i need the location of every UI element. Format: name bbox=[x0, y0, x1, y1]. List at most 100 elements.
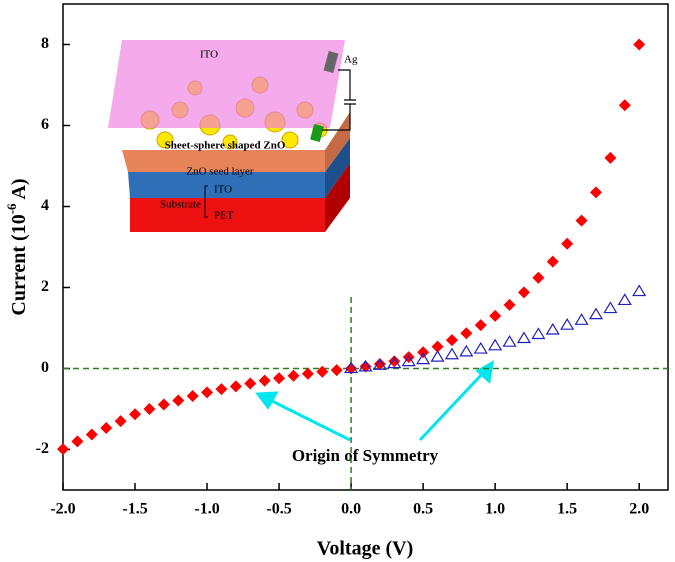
y-axis-title-suffix: A) bbox=[8, 178, 30, 203]
plot-frame bbox=[62, 3, 669, 491]
y-axis-title: Current (10-6 A) bbox=[4, 178, 30, 315]
ag-electrode bbox=[323, 51, 339, 73]
data-point bbox=[488, 338, 503, 351]
x-tick-label: 2.0 bbox=[629, 501, 649, 518]
data-point bbox=[143, 403, 156, 415]
y-tick-label: 2 bbox=[41, 278, 49, 295]
data-point bbox=[186, 390, 199, 403]
data-point bbox=[588, 307, 604, 320]
circuit-wire bbox=[322, 69, 356, 131]
data-point bbox=[316, 365, 329, 378]
data-point bbox=[604, 151, 617, 164]
y-axis-title-sup: -6 bbox=[4, 203, 19, 214]
x-tick-label: -1.0 bbox=[194, 501, 219, 518]
data-point bbox=[560, 317, 575, 330]
data-point bbox=[575, 214, 588, 227]
inset-label: Substrate bbox=[160, 199, 201, 211]
x-tick-label: 0.5 bbox=[413, 501, 433, 518]
y-tick-label: -2 bbox=[36, 440, 49, 457]
data-point bbox=[545, 322, 560, 335]
data-point bbox=[114, 415, 127, 428]
inset-label: Sheet-sphere shaped ZnO bbox=[165, 140, 286, 152]
data-point bbox=[430, 349, 445, 362]
substrate-layer bbox=[130, 198, 325, 232]
data-point bbox=[561, 237, 574, 250]
inset-label: PET bbox=[214, 210, 234, 222]
data-point bbox=[460, 327, 473, 340]
x-tick-label: 1.5 bbox=[557, 501, 577, 518]
y-tick-label: 0 bbox=[41, 359, 49, 376]
data-point bbox=[618, 99, 631, 112]
data-point bbox=[473, 341, 488, 354]
data-point bbox=[57, 443, 69, 456]
data-point bbox=[359, 360, 372, 373]
data-point bbox=[85, 428, 98, 441]
data-point bbox=[459, 344, 474, 357]
bottom-electrode bbox=[310, 123, 324, 143]
data-point bbox=[445, 334, 458, 347]
data-point bbox=[532, 271, 545, 284]
data-point bbox=[215, 383, 228, 396]
y-tick-label: 8 bbox=[41, 35, 49, 52]
substrate-side bbox=[325, 163, 350, 232]
data-point bbox=[444, 347, 459, 360]
data-point bbox=[503, 298, 516, 311]
y-axis-title-text: Current (10 bbox=[8, 214, 30, 315]
data-point bbox=[387, 356, 402, 369]
bracket bbox=[204, 185, 208, 218]
data-point bbox=[244, 377, 257, 390]
x-tick-label: -2.0 bbox=[50, 501, 75, 518]
ito-sheet bbox=[108, 40, 345, 128]
data-point bbox=[489, 309, 502, 322]
y-tick-label: 4 bbox=[41, 197, 49, 214]
inset-label: ITO bbox=[214, 184, 232, 196]
annotation: Origin of Symmetry bbox=[292, 446, 439, 465]
data-point bbox=[531, 327, 546, 340]
data-point bbox=[617, 293, 632, 306]
inset-label: Ag bbox=[344, 54, 358, 66]
data-point bbox=[574, 313, 589, 325]
inset-label: ITO bbox=[200, 49, 218, 61]
data-point bbox=[344, 361, 359, 374]
data-point bbox=[603, 301, 618, 314]
data-point bbox=[474, 319, 487, 332]
data-point bbox=[546, 255, 559, 268]
data-point bbox=[633, 38, 646, 51]
x-tick-label: -1.5 bbox=[122, 501, 147, 518]
data-point bbox=[172, 394, 185, 407]
data-point bbox=[157, 398, 170, 411]
seed-layer bbox=[122, 150, 325, 172]
data-point bbox=[401, 354, 416, 367]
inset-label: ZnO seed layer bbox=[186, 166, 254, 178]
data-point bbox=[301, 367, 314, 380]
data-point bbox=[516, 331, 532, 344]
data-point bbox=[431, 340, 444, 353]
x-tick-label: 0.0 bbox=[341, 501, 361, 518]
data-point bbox=[502, 335, 517, 347]
x-axis-title: Voltage (V) bbox=[317, 538, 413, 560]
data-point bbox=[416, 352, 431, 365]
y-tick-label: 6 bbox=[41, 116, 49, 133]
seed-side bbox=[325, 112, 350, 172]
data-point bbox=[388, 355, 401, 368]
x-tick-label: -0.5 bbox=[266, 501, 291, 518]
x-tick-label: 1.0 bbox=[485, 501, 505, 518]
data-point bbox=[373, 358, 386, 371]
data-point bbox=[517, 286, 530, 299]
data-point bbox=[330, 364, 343, 377]
arrows bbox=[255, 360, 494, 442]
data-point bbox=[345, 362, 358, 375]
data-point bbox=[358, 359, 373, 372]
data-point bbox=[201, 386, 214, 399]
data-point bbox=[632, 284, 647, 297]
data-point bbox=[229, 380, 242, 393]
data-point bbox=[372, 358, 387, 370]
data-point bbox=[273, 372, 286, 385]
data-point bbox=[258, 374, 271, 387]
data-point bbox=[129, 408, 142, 421]
ito-layer bbox=[128, 172, 325, 198]
device-inset: ITO Ag Sheet-sphere shaped ZnO ZnO seed … bbox=[108, 40, 358, 232]
ito-side bbox=[325, 138, 350, 198]
data-point bbox=[71, 435, 84, 448]
